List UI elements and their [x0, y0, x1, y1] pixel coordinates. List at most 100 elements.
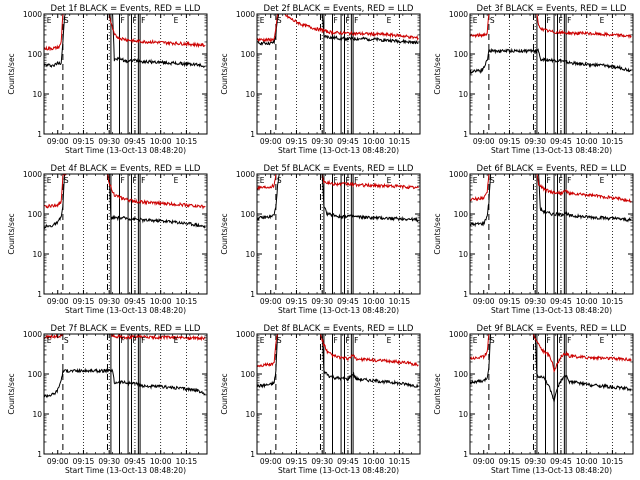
marker-letter: E: [174, 336, 179, 345]
marker-letter: F: [346, 176, 350, 185]
x-tick-label: 10:15: [602, 457, 624, 466]
marker-letter: F: [546, 16, 550, 25]
x-tick-label: 10:15: [389, 137, 411, 146]
series-lld-line: [470, 174, 632, 203]
marker-letter: F: [141, 176, 145, 185]
x-tick-label: 10:00: [150, 137, 172, 146]
x-axis-label: Start Time (13-Oct-13 08:48:20): [278, 306, 399, 315]
x-tick-label: 09:45: [124, 137, 146, 146]
marker-letter: S: [277, 16, 282, 25]
x-tick-label: 09:15: [286, 137, 308, 146]
series-events-line: [470, 334, 632, 403]
x-tick-label: 09:15: [73, 137, 95, 146]
x-tick-label: 10:15: [389, 297, 411, 306]
panel-det-4: 1 10 100 1000 09:00 09:15 09:30 09:45 10:00 10:15…: [7, 164, 208, 315]
marker-letter: S: [277, 176, 282, 185]
x-tick-label: 10:00: [576, 297, 598, 306]
x-tick-label: 09:00: [47, 297, 69, 306]
x-axis-label: Start Time (13-Oct-13 08:48:20): [491, 146, 612, 155]
y-axis-label: Counts/sec: [433, 53, 442, 94]
marker-letter: E: [473, 176, 478, 185]
x-tick-label: 09:15: [286, 457, 308, 466]
y-axis-label: Counts/sec: [433, 213, 442, 254]
x-axis-label: Start Time (13-Oct-13 08:48:20): [278, 466, 399, 475]
marker-letter: F: [354, 336, 358, 345]
marker-letter: F: [567, 176, 571, 185]
series-events-line: [44, 367, 206, 399]
panel-title: Det 7f BLACK = Events, RED = LLD: [51, 324, 201, 334]
x-tick-label: 09:15: [499, 137, 521, 146]
plot-frame: [469, 13, 634, 135]
y-tick-label: 100: [241, 370, 256, 379]
x-axis-label: Start Time (13-Oct-13 08:48:20): [65, 306, 186, 315]
x-tick-label: 09:30: [98, 137, 120, 146]
y-tick-label: 1: [37, 130, 42, 139]
panel-det-9: 1 10 100 1000 09:00 09:15 09:30 09:45 10:00 10:15…: [433, 324, 634, 475]
x-tick-label: 10:15: [389, 457, 411, 466]
x-axis-label: Start Time (13-Oct-13 08:48:20): [65, 146, 186, 155]
x-tick-label: 09:30: [524, 457, 546, 466]
y-tick-label: 100: [28, 370, 43, 379]
x-tick-label: 09:15: [499, 297, 521, 306]
x-axis-label: Start Time (13-Oct-13 08:48:20): [65, 466, 186, 475]
marker-letter: F: [133, 336, 137, 345]
marker-letter: F: [559, 176, 563, 185]
plot-frame: [256, 13, 421, 135]
y-tick-label: 10: [245, 90, 255, 99]
marker-letter: F: [346, 16, 350, 25]
marker-letter: E: [600, 16, 605, 25]
marker-letter: F: [546, 176, 550, 185]
marker-letter: F: [141, 16, 145, 25]
y-axis-label: Counts/sec: [7, 213, 16, 254]
series-events-line: [470, 47, 632, 75]
marker-letter: F: [133, 176, 137, 185]
marker-letter: E: [387, 16, 392, 25]
y-tick-label: 100: [454, 370, 469, 379]
plot-frame: [256, 173, 421, 295]
panel-det-8: 1 10 100 1000 09:00 09:15 09:30 09:45 10:00 10:15…: [220, 324, 421, 475]
marker-letter: E: [174, 176, 179, 185]
panel-det-7: 1 10 100 1000 09:00 09:15 09:30 09:45 10:00 10:15…: [7, 324, 208, 475]
x-tick-label: 09:00: [473, 137, 495, 146]
marker-letter: E: [47, 16, 52, 25]
x-tick-label: 09:45: [550, 457, 572, 466]
marker-letter: E: [260, 176, 265, 185]
y-tick-label: 1000: [236, 10, 255, 19]
panel-title: Det 8f BLACK = Events, RED = LLD: [264, 324, 414, 334]
series-events-line: [257, 174, 419, 222]
marker-letter: E: [600, 336, 605, 345]
marker-letter: F: [546, 336, 550, 345]
marker-letter: F: [559, 16, 563, 25]
marker-letter: E: [47, 176, 52, 185]
x-tick-label: 10:00: [363, 457, 385, 466]
marker-letter: E: [260, 16, 265, 25]
x-tick-label: 10:00: [150, 297, 172, 306]
panel-det-3: 1 10 100 1000 09:00 09:15 09:30 09:45 10:00 10:15…: [433, 4, 634, 155]
panel-title: Det 4f BLACK = Events, RED = LLD: [51, 164, 201, 174]
x-tick-label: 09:00: [260, 297, 282, 306]
x-tick-label: 09:30: [311, 137, 333, 146]
x-tick-label: 10:15: [602, 137, 624, 146]
x-tick-label: 10:00: [363, 297, 385, 306]
y-tick-label: 1: [250, 290, 255, 299]
x-tick-label: 09:00: [260, 137, 282, 146]
plot-frame: [256, 333, 421, 455]
y-tick-label: 1: [250, 130, 255, 139]
series-lld-line: [44, 334, 206, 342]
panel-title: Det 3f BLACK = Events, RED = LLD: [477, 4, 627, 14]
marker-letter: F: [133, 16, 137, 25]
x-tick-label: 09:15: [73, 457, 95, 466]
series-lld-line: [470, 14, 632, 39]
panel-det-2: 1 10 100 1000 09:00 09:15 09:30 09:45 10:00 10:15…: [220, 4, 421, 155]
marker-letter: E: [387, 176, 392, 185]
marker-letter: F: [333, 16, 337, 25]
y-axis-label: Counts/sec: [220, 373, 229, 414]
y-tick-label: 100: [241, 210, 256, 219]
y-tick-label: 100: [454, 50, 469, 59]
marker-letter: F: [567, 16, 571, 25]
marker-letter: F: [141, 336, 145, 345]
x-tick-label: 09:15: [499, 457, 521, 466]
x-axis-label: Start Time (13-Oct-13 08:48:20): [278, 146, 399, 155]
